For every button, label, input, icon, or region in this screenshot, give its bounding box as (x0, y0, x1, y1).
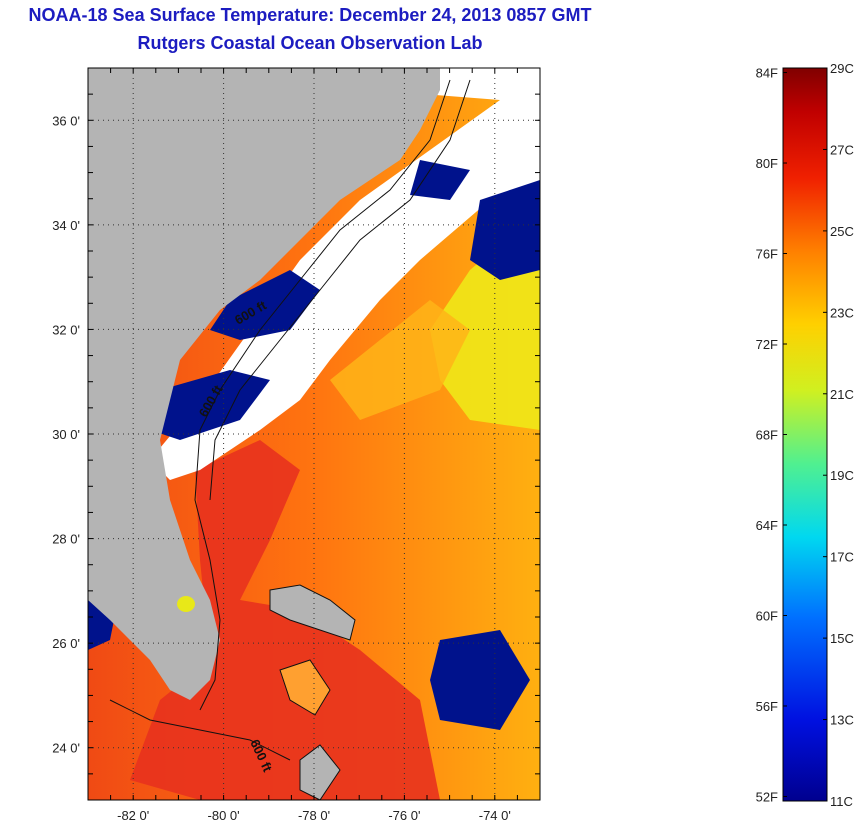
colorbar-fahrenheit-label: 64F (756, 518, 778, 533)
gulf-stream (130, 440, 440, 800)
bahamas-island (299, 744, 341, 800)
lat-lon-grid (88, 68, 540, 800)
x-tick-label: -82 0' (117, 808, 149, 823)
x-tick-label: -76 0' (388, 808, 420, 823)
y-tick-label: 32 0' (52, 322, 80, 337)
colorbar-celsius-label: 29C (830, 61, 854, 76)
colorbar-fahrenheit-label: 76F (756, 247, 778, 262)
colorbar-fahrenheit-label: 56F (756, 699, 778, 714)
colorbar-celsius-label: 17C (830, 550, 854, 565)
colorbar-celsius-label: 11C (830, 794, 853, 809)
x-tick-label: -78 0' (298, 808, 330, 823)
orange-water (330, 300, 470, 420)
colorbar-labels: 29C 27C 25C 23C 21C 19C 17C 15C 13C 11C 84F 80F 76F 7… (756, 61, 854, 809)
bahamas-island (269, 584, 356, 641)
cold-water-patch (430, 630, 530, 730)
x-tick-label: -74 0' (479, 808, 511, 823)
temperature-colorbar (782, 67, 828, 802)
axis-ticks: -82 0' -80 0' -78 0' -76 0' -74 0' 36 0' 34 0'… (52, 67, 541, 823)
colorbar-celsius-label: 23C (830, 305, 854, 320)
colorbar-fahrenheit-label: 80F (756, 156, 778, 171)
colorbar-celsius-label: 19C (830, 468, 854, 483)
y-tick-label: 34 0' (52, 218, 80, 233)
colorbar-celsius-label: 27C (830, 142, 854, 157)
colorbar-fahrenheit-label: 60F (756, 608, 778, 623)
y-tick-label: 30 0' (52, 427, 80, 442)
bahamas-bank (279, 659, 331, 716)
land-mass (88, 68, 440, 700)
cold-water-patch (410, 160, 470, 200)
colorbar-celsius-label: 15C (830, 631, 854, 646)
isobath-contour (194, 79, 451, 711)
isobath-contour (109, 699, 291, 761)
lake-okeechobee (177, 596, 195, 612)
x-tick-label: -80 0' (208, 808, 240, 823)
cold-water-patch (150, 370, 270, 440)
colorbar-celsius-label: 25C (830, 224, 854, 239)
y-tick-label: 36 0' (52, 113, 80, 128)
cold-water-patch (470, 180, 540, 280)
y-tick-label: 28 0' (52, 532, 80, 547)
cold-water-patch (210, 270, 320, 340)
y-tick-label: 24 0' (52, 741, 80, 756)
colorbar-celsius-label: 13C (830, 713, 854, 728)
map-subtitle: Rutgers Coastal Ocean Observation Lab (137, 33, 483, 53)
colorbar-fahrenheit-label: 52F (756, 789, 778, 804)
y-tick-label: 26 0' (52, 636, 80, 651)
colorbar-celsius-label: 21C (830, 387, 854, 402)
colorbar-fahrenheit-label: 72F (756, 337, 778, 352)
colorbar-fahrenheit-label: 68F (756, 428, 778, 443)
map-title: NOAA-18 Sea Surface Temperature: Decembe… (28, 5, 592, 25)
colorbar-fahrenheit-label: 84F (756, 66, 778, 81)
